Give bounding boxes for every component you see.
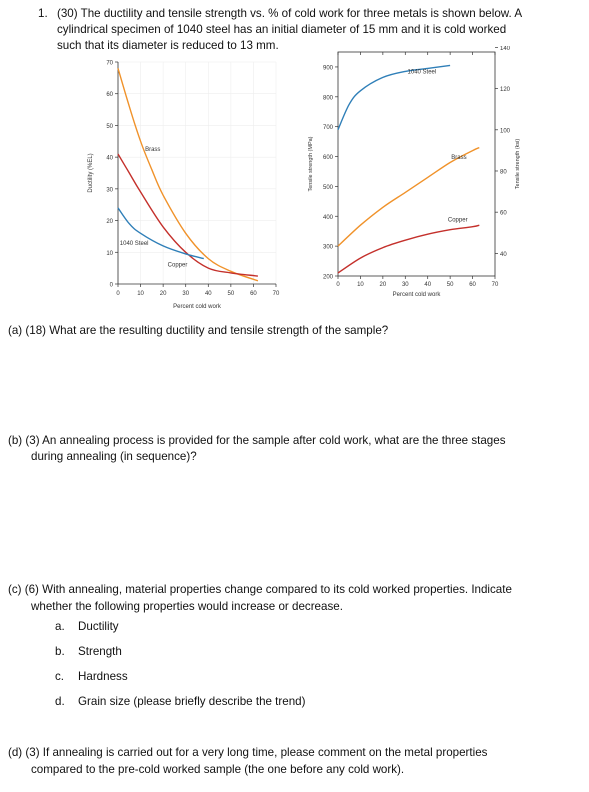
y-tick-label: 20	[106, 219, 113, 225]
x-tick-label: 30	[402, 282, 409, 288]
series-line-1040-steel	[337, 64, 451, 130]
y-tick-label: 30	[106, 187, 113, 193]
list-item-marker: a.	[55, 620, 65, 633]
series-label-1040-steel: 1040 Steel	[120, 241, 149, 247]
y-right-tick-label: 60	[500, 211, 507, 217]
tensile-strength-chart: 200 300 400 500 600 700 800 900 40 60 80 100 120 140 0…	[308, 46, 521, 298]
question-line-3: such that its diameter is reduced to 13 …	[57, 39, 279, 52]
x-tick-label: 60	[250, 291, 257, 297]
y-tick-label: 200	[323, 275, 334, 281]
series-label-1040-steel: 1040 Steel	[408, 70, 437, 76]
x-tick-label: 50	[447, 282, 454, 288]
y-axis-label: Ductility (%EL)	[88, 153, 94, 192]
y-tick-label: 400	[323, 215, 334, 221]
series-line-brass	[117, 68, 259, 282]
y-tick-label: 10	[106, 251, 113, 257]
part-d-line-1: (d) (3) If annealing is carried out for …	[8, 746, 488, 759]
x-tick-label: 60	[469, 282, 476, 288]
y-right-tick-label: 80	[500, 169, 507, 175]
question-line-2: cylindrical specimen of 1040 steel has a…	[57, 23, 507, 36]
y-tick-label: 500	[323, 185, 334, 191]
x-tick-label: 0	[116, 291, 120, 297]
y-tick-label: 0	[110, 283, 114, 289]
list-item-marker: b.	[55, 645, 65, 658]
series-label-brass: Brass	[451, 155, 466, 161]
list-item-marker: c.	[55, 670, 65, 683]
list-item-hardness: Hardness	[78, 670, 128, 683]
series-label-brass: Brass	[145, 147, 160, 153]
list-item-grain-size: Grain size (please briefly describe the …	[78, 695, 306, 708]
part-c-line-2: whether the following properties would i…	[31, 600, 343, 613]
series-label-copper: Copper	[168, 263, 188, 269]
ductility-chart: 0 10 20 30 40 50 60 70 0 10 20 30 40 50 60 70 Percent co…	[88, 61, 280, 311]
x-tick-label: 40	[205, 291, 212, 297]
series-line-copper	[117, 153, 258, 277]
y-tick-label: 40	[106, 156, 113, 162]
question-number: 1.	[38, 7, 48, 20]
series-line-1040-steel	[117, 207, 204, 260]
part-a-question: (a) (18) What are the resulting ductilit…	[8, 324, 389, 337]
series-label-copper: Copper	[448, 217, 468, 223]
part-b-line-2: during annealing (in sequence)?	[31, 450, 197, 463]
y-tick-label: 700	[323, 125, 334, 131]
y-tick-label: 70	[106, 61, 113, 67]
list-item-ductility: Ductility	[78, 620, 119, 633]
y-tick-label: 800	[323, 95, 334, 101]
y-right-tick-label: 100	[500, 128, 511, 134]
y-right-tick-label: 140	[500, 46, 511, 52]
part-c-line-1: (c) (6) With annealing, material propert…	[8, 583, 512, 596]
y-tick-label: 300	[323, 245, 334, 251]
y-right-tick-label: 40	[500, 252, 507, 258]
series-line-copper	[337, 224, 480, 274]
x-tick-label: 20	[160, 291, 167, 297]
x-tick-label: 10	[357, 282, 364, 288]
x-tick-label: 40	[424, 282, 431, 288]
x-tick-label: 20	[380, 282, 387, 288]
y-axis-label-right: Tensile strength (ksi)	[515, 139, 521, 190]
question-line-1: (30) The ductility and tensile strength …	[57, 7, 523, 20]
x-tick-label: 0	[336, 282, 340, 288]
part-b-line-1: (b) (3) An annealing process is provided…	[8, 434, 506, 447]
x-tick-label: 70	[492, 282, 499, 288]
x-axis-label: Percent cold work	[393, 292, 442, 298]
x-tick-label: 70	[273, 291, 280, 297]
x-axis-label: Percent cold work	[173, 304, 222, 310]
part-d-line-2: compared to the pre-cold worked sample (…	[31, 763, 405, 776]
series-line-brass	[337, 146, 480, 247]
y-tick-label: 60	[106, 92, 113, 98]
plot-frame	[337, 51, 496, 277]
y-tick-label: 900	[323, 65, 334, 71]
y-tick-label: 50	[106, 124, 113, 130]
list-item-marker: d.	[55, 695, 65, 708]
x-tick-label: 30	[182, 291, 189, 297]
y-axis-label-left: Tensile strength (MPa)	[308, 136, 314, 191]
x-tick-label: 50	[228, 291, 235, 297]
y-right-tick-label: 120	[500, 87, 511, 93]
list-item-strength: Strength	[78, 645, 122, 658]
y-tick-label: 600	[323, 155, 334, 161]
x-tick-label: 10	[137, 291, 144, 297]
